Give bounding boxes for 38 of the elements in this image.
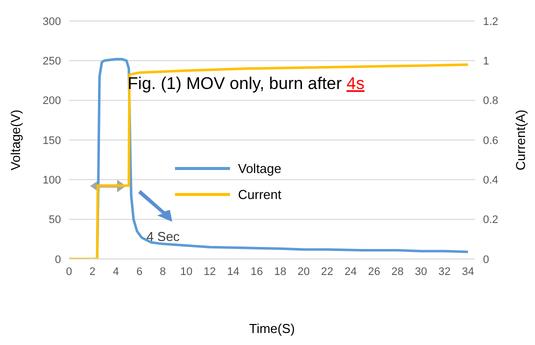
y2-tick-label: 1 [483,56,490,68]
y2-tick-label: 0 [483,254,490,266]
x-tick-label: 8 [160,266,166,278]
y2-tick-label: 0.8 [483,95,498,108]
y-tick-label: 200 [42,95,61,108]
x-tick-label: 12 [204,266,216,278]
y-tick-label: 300 [42,16,61,28]
x-tick-label: 6 [136,266,142,278]
y-tick-label: 0 [54,254,61,266]
x-tick-label: 0 [66,266,72,278]
x-tick-label: 16 [250,266,263,278]
y-tick-label: 250 [42,56,61,68]
x-tick-label: 18 [274,266,286,278]
x-tick-label: 22 [321,266,334,278]
y-tick-label: 150 [42,134,61,147]
y2-tick-label: 1.2 [483,16,498,28]
y2-tick-label: 0.2 [483,214,498,226]
x-tick-label: 30 [414,266,428,278]
legend-label: Voltage [238,160,282,176]
annotation: 4 Sec [146,228,180,244]
x-tick-label: 28 [391,266,404,278]
y-tick-label: 100 [42,174,61,187]
y-tick-label: 50 [48,214,61,226]
y2-axis-title: Current(A) [513,110,528,170]
y2-tick-label: 0.6 [483,134,498,147]
x-tick-label: 34 [462,266,474,278]
x-tick-label: 24 [344,266,357,278]
x-axis-title: Time(S) [249,321,295,336]
x-tick-label: 26 [368,266,380,278]
y-axis-title: Voltage(V) [8,110,23,170]
legend-label: Current [238,186,282,202]
x-tick-label: 4 [112,266,119,278]
x-tick-label: 32 [438,266,451,278]
x-tick-label: 10 [180,266,192,278]
x-tick-label: 2 [89,266,96,278]
y2-tick-label: 0.4 [483,174,498,187]
x-tick-label: 20 [298,266,310,278]
x-tick-label: 14 [227,266,240,278]
